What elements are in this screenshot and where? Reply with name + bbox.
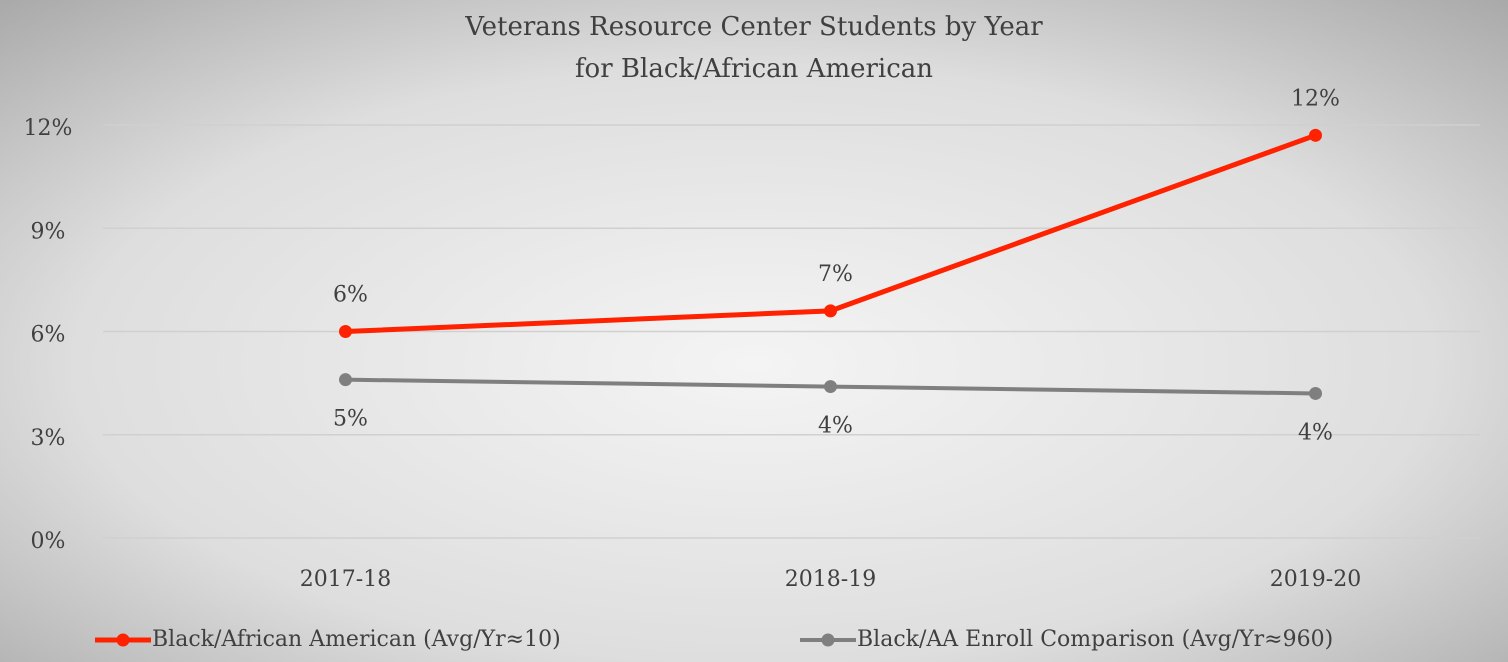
- data-point: [1309, 128, 1322, 142]
- x-tick-label: 2017-18: [300, 567, 391, 592]
- y-tick-label: 3%: [31, 426, 66, 451]
- data-point: [824, 380, 837, 394]
- y-tick-label: 0%: [31, 529, 66, 554]
- chart-subtitle: for Black/African American: [575, 54, 933, 84]
- data-point: [339, 373, 352, 387]
- legend-label: Black/AA Enroll Comparison (Avg/Yr≈960): [857, 627, 1333, 652]
- data-label: 12%: [1291, 86, 1340, 111]
- data-point: [339, 325, 352, 338]
- data-point: [1309, 386, 1322, 400]
- legend-marker: [116, 633, 130, 647]
- y-tick-label: 12%: [24, 116, 73, 141]
- data-label: 4%: [1298, 420, 1333, 445]
- legend-marker: [821, 633, 835, 647]
- data-label: 7%: [818, 262, 853, 287]
- data-label: 6%: [333, 283, 368, 308]
- data-label: 4%: [818, 414, 853, 439]
- x-tick-label: 2019-20: [1270, 567, 1361, 592]
- chart-title: Veterans Resource Center Students by Yea…: [464, 12, 1043, 42]
- y-tick-label: 9%: [31, 219, 66, 244]
- data-point: [824, 304, 837, 318]
- data-label: 5%: [333, 407, 368, 432]
- y-tick-label: 6%: [31, 323, 66, 348]
- legend-label: Black/African American (Avg/Yr≈10): [152, 627, 561, 652]
- x-tick-label: 2018-19: [785, 567, 876, 592]
